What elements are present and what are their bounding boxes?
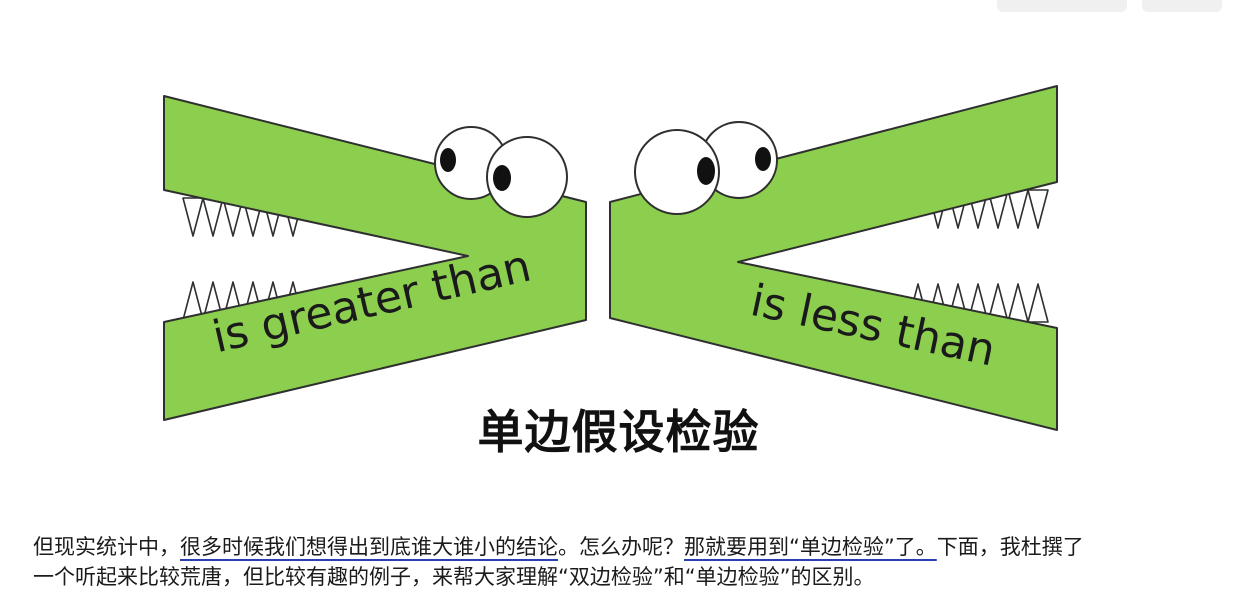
paragraph-line-1: 但现实统计中，很多时候我们想得出到底谁大谁小的结论。怎么办呢？那就要用到“单边检… <box>33 532 1233 562</box>
right-front-eye <box>634 129 720 215</box>
text-segment: 但现实统计中， <box>33 535 180 559</box>
page-title: 单边假设检验 <box>477 405 760 459</box>
watermark-logo-blur <box>1142 0 1222 12</box>
paragraph-line-2: 一个听起来比较荒唐，但比较有趣的例子，来帮大家理解“双边检验”和“单边检验”的区… <box>33 565 875 589</box>
underlined-phrase-one-sided-test: 那就要用到“单边检验”了。 <box>684 535 937 559</box>
right-jaws <box>609 85 1058 431</box>
underlined-phrase-conclusion: 很多时候我们想得出到底谁大谁小的结论 <box>180 535 558 559</box>
crocodile-illustration: is greater than is less than <box>163 85 1058 431</box>
left-front-pupil <box>493 165 511 191</box>
left-back-pupil <box>440 148 456 172</box>
left-front-eye <box>486 136 568 218</box>
watermark-text-blur <box>997 0 1127 12</box>
watermark <box>977 0 1237 18</box>
right-crocodile: is less than <box>609 85 1058 431</box>
right-front-pupil <box>697 157 715 185</box>
body-paragraph: 但现实统计中，很多时候我们想得出到底谁大谁小的结论。怎么办呢？那就要用到“单边检… <box>33 532 1233 592</box>
left-crocodile: is greater than <box>163 95 587 421</box>
text-segment: 下面，我杜撰了 <box>936 535 1084 559</box>
right-back-pupil <box>755 147 771 171</box>
text-segment: 。怎么办呢？ <box>558 535 684 559</box>
